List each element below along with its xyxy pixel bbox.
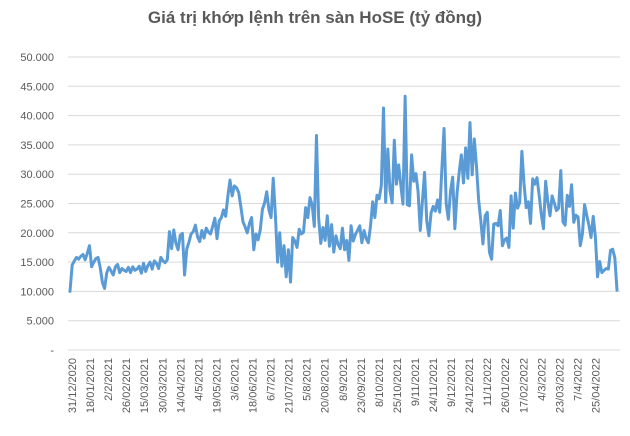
x-tick-label: 26/02/2021 <box>121 358 133 413</box>
y-tick-label: 50.000 <box>20 52 54 64</box>
x-tick-label: 3/6/2021 <box>229 358 241 401</box>
y-tick-label: 15.000 <box>20 257 54 269</box>
x-tick-label: 9/11/2021 <box>410 358 422 406</box>
y-tick-label: 25.000 <box>20 199 54 211</box>
x-tick-label: 2/2/2021 <box>103 358 115 401</box>
x-tick-label: 20/08/2021 <box>320 358 332 413</box>
x-tick-label: 6/7/2021 <box>266 358 278 401</box>
y-tick-label: 10.000 <box>20 286 54 298</box>
chart-title: Giá trị khớp lệnh trên sàn HoSE (tỷ đồng… <box>147 8 483 27</box>
x-tick-label: 25/04/2022 <box>590 358 602 413</box>
series-line <box>68 94 619 293</box>
x-tick-label: 9/12/2021 <box>446 358 458 407</box>
y-axis-tick-labels: - 5.000 10.000 15.000 20.000 25.000 30.000 35.0… <box>20 52 54 357</box>
y-tick-label: 45.000 <box>20 81 54 93</box>
y-tick-label: 30.000 <box>20 169 54 181</box>
x-tick-label: 4/5/2021 <box>193 358 205 401</box>
x-tick-label: 7/4/2022 <box>572 358 584 401</box>
x-tick-label: 18/01/2021 <box>85 358 97 413</box>
x-tick-label: 31/12/2020 <box>67 358 79 413</box>
y-tick-label: 5.000 <box>26 316 54 328</box>
y-tick-label: - <box>50 345 54 357</box>
x-tick-label: 26/01/2022 <box>500 358 512 413</box>
x-tick-label: 19/05/2021 <box>211 358 223 413</box>
y-tick-label: 40.000 <box>20 111 54 123</box>
x-tick-label: 8/9/2021 <box>338 358 350 401</box>
x-tick-label: 24/12/2021 <box>464 358 476 413</box>
x-tick-label: 11/1/2022 <box>482 358 494 406</box>
x-tick-label: 17/02/2022 <box>518 358 530 413</box>
x-tick-label: 25/10/2021 <box>392 358 404 413</box>
x-tick-label: 15/03/2021 <box>139 358 151 413</box>
x-tick-label: 24/11/2021 <box>428 358 440 412</box>
x-tick-label: 23/03/2022 <box>554 358 566 413</box>
y-tick-label: 20.000 <box>20 228 54 240</box>
x-tick-label: 23/09/2021 <box>356 358 368 413</box>
x-tick-label: 8/10/2021 <box>374 358 386 407</box>
x-tick-label: 5/8/2021 <box>302 358 314 401</box>
y-tick-label: 35.000 <box>20 140 54 152</box>
x-axis-tick-labels: 31/12/2020 18/01/2021 2/2/2021 26/02/2021 15… <box>67 358 602 413</box>
x-tick-label: 30/03/2021 <box>157 358 169 413</box>
x-tick-label: 14/04/2021 <box>175 358 187 413</box>
x-tick-label: 4/3/2022 <box>536 358 548 401</box>
x-tick-label: 21/07/2021 <box>284 358 296 413</box>
x-tick-label: 18/06/2021 <box>248 358 260 413</box>
